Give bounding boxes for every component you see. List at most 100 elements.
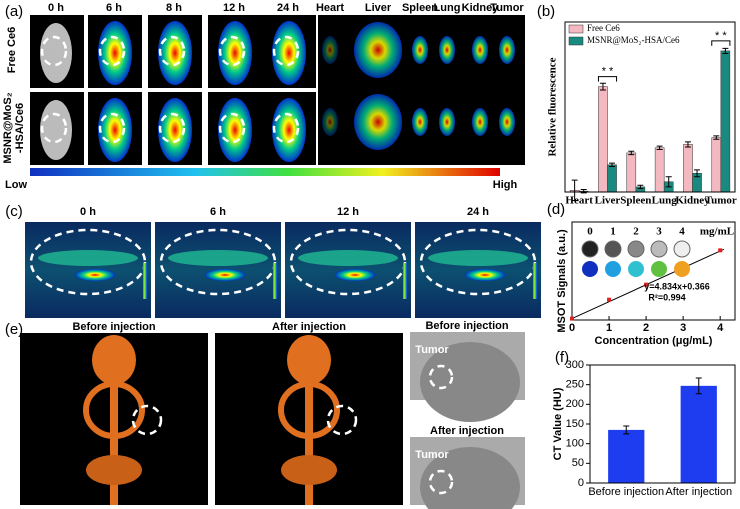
inset-dot xyxy=(581,240,599,258)
error-bar xyxy=(695,377,702,395)
inset-label: 3 xyxy=(656,226,662,238)
roi xyxy=(159,228,277,296)
error-bar xyxy=(637,184,644,190)
scale-bar xyxy=(143,263,147,299)
time-label: 12 h xyxy=(223,2,245,14)
error-bar xyxy=(684,141,691,148)
organ xyxy=(499,108,515,136)
inset-dot xyxy=(651,261,667,277)
signal xyxy=(38,250,138,266)
bar xyxy=(607,164,617,193)
organ-label: Spleen xyxy=(402,2,438,14)
inset-dot xyxy=(604,240,622,258)
x-tick-label: Lung xyxy=(652,195,678,207)
roi xyxy=(40,112,68,144)
y-tick-label: 50 xyxy=(572,457,584,469)
inset-dot xyxy=(582,261,598,277)
organ-label: Lung xyxy=(434,2,461,14)
colorbar xyxy=(30,168,500,176)
roi xyxy=(218,35,246,67)
roi xyxy=(272,35,300,67)
bar xyxy=(654,147,665,193)
x-tick-label: 4 xyxy=(717,322,724,334)
y-tick-label: 200 xyxy=(566,398,584,410)
mouse xyxy=(40,100,72,160)
organ-label: Tumor xyxy=(490,2,524,14)
error-bar xyxy=(623,425,630,435)
colorbar-label: Low xyxy=(5,179,27,191)
images xyxy=(20,15,541,509)
bar xyxy=(626,152,637,193)
row-label: -HSA/Ce6 xyxy=(14,103,26,153)
inset-label: 1 xyxy=(610,226,616,238)
mouse xyxy=(40,23,72,83)
roi xyxy=(272,112,300,144)
spine xyxy=(305,380,313,505)
signal xyxy=(168,250,268,266)
error-bar xyxy=(722,47,729,54)
signal xyxy=(205,269,245,281)
pelvis xyxy=(281,455,337,485)
bar xyxy=(608,429,645,483)
panel-title: After injection xyxy=(430,425,504,437)
y-axis-label: MSOT Signals (a.u.) xyxy=(556,229,568,333)
mouse xyxy=(158,98,192,162)
time-label: 6 h xyxy=(106,2,122,14)
signal xyxy=(298,250,398,266)
inset-dot xyxy=(605,261,621,277)
equation: y=4.834x+0.366 xyxy=(644,281,710,291)
organ xyxy=(354,22,402,78)
point xyxy=(718,248,723,253)
inset-dot xyxy=(673,240,691,258)
organ-label: Heart xyxy=(316,2,344,14)
panel-title: Before injection xyxy=(425,320,508,332)
time-label: 8 h xyxy=(166,2,182,14)
significance-bracket xyxy=(597,76,618,82)
panel-label: (a) xyxy=(5,3,23,20)
x-tick-label: After injection xyxy=(665,486,732,498)
roi xyxy=(428,469,454,495)
point xyxy=(570,316,574,321)
x-tick-label: Kidney xyxy=(675,195,710,207)
time-label: 0 h xyxy=(80,206,96,218)
organ xyxy=(322,36,338,64)
panel-label: (e) xyxy=(5,321,23,338)
roi xyxy=(158,112,186,144)
x-tick-label: 2 xyxy=(643,322,649,334)
error-bar xyxy=(694,169,701,178)
inset-label: 0 xyxy=(587,226,593,238)
panel-label: (d) xyxy=(547,201,565,218)
inset-label: mg/mL xyxy=(700,226,734,238)
mouse xyxy=(272,21,306,85)
roi xyxy=(40,35,68,67)
error-bar xyxy=(599,82,606,91)
body xyxy=(420,342,520,422)
time-label: 0 h xyxy=(48,2,64,14)
signal xyxy=(428,250,528,266)
organ-label: Kidney xyxy=(462,2,500,14)
legend-label: Free Ce6 xyxy=(587,23,620,33)
y-tick-label: 0 xyxy=(578,477,584,489)
error-bar xyxy=(713,135,720,140)
spine xyxy=(110,380,118,505)
scale-bar xyxy=(273,263,277,299)
bar xyxy=(711,137,722,193)
skull xyxy=(92,335,136,385)
inset-label: 4 xyxy=(679,226,685,238)
x-tick-label: Tumor xyxy=(705,195,737,207)
pelvis xyxy=(86,455,142,485)
legend-label: MSNR@MoS₂-HSA/Ce6 xyxy=(587,35,680,45)
error-bar xyxy=(656,145,663,150)
x-tick-label: 3 xyxy=(680,322,686,334)
error-bar xyxy=(571,179,578,201)
mouse xyxy=(272,98,306,162)
roi xyxy=(428,364,454,390)
signal xyxy=(75,269,115,281)
x-axis-label: Concentration (μg/mL) xyxy=(595,335,713,347)
error-bar xyxy=(628,150,635,156)
tumor-label: Tumor xyxy=(415,449,449,461)
axes-frame xyxy=(571,221,736,321)
organ xyxy=(472,36,488,64)
roi xyxy=(158,35,186,67)
